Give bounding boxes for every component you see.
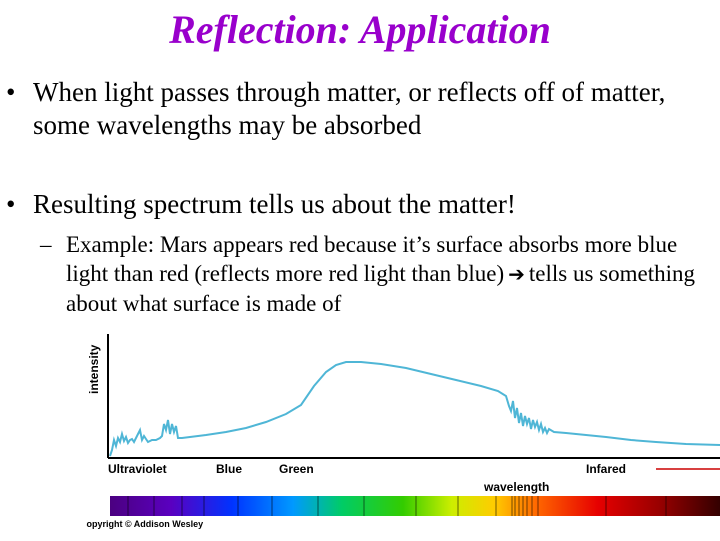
band-label-blue: Blue	[216, 462, 242, 476]
band-label-infrared: Infared	[586, 462, 626, 476]
bullet-absorption: • When light passes through matter, or r…	[6, 76, 706, 142]
example-text-after-arrow: tells us something about what surface is…	[66, 261, 696, 316]
spectrum-absorption-lines	[127, 496, 667, 516]
bullet-spectrum: • Resulting spectrum tells us about the …	[6, 188, 706, 221]
sub-bullet-text: Example: Mars appears red because it’s s…	[66, 230, 720, 318]
band-label-green: Green	[279, 462, 314, 476]
slide-title: Reflection: Application	[169, 7, 551, 52]
bullet-text: When light passes through matter, or ref…	[33, 77, 666, 140]
right-arrow-icon: ➔	[508, 262, 525, 286]
copyright-notice: Copyright © Addison Wesley	[86, 519, 203, 529]
spectrum-svg: intensity Ultraviolet Blue Green Infared…	[80, 334, 720, 529]
intensity-curve	[109, 361, 720, 457]
bullet-marker: •	[6, 189, 16, 219]
band-label-ultraviolet: Ultraviolet	[108, 462, 167, 476]
sub-bullet-mars-example: – Example: Mars appears red because it’s…	[40, 230, 720, 318]
bullet-text: Resulting spectrum tells us about the ma…	[33, 189, 516, 219]
visible-spectrum-bar	[110, 496, 720, 516]
sub-bullet-marker: –	[40, 232, 52, 257]
mars-reflectance-spectrum-figure: intensity Ultraviolet Blue Green Infared…	[80, 328, 720, 536]
wavelength-axis-label: wavelength	[483, 480, 549, 494]
intensity-axis-label: intensity	[87, 344, 101, 394]
example-text-before-arrow: Example: Mars appears red because it’s s…	[66, 232, 678, 286]
bullet-marker: •	[6, 77, 16, 107]
